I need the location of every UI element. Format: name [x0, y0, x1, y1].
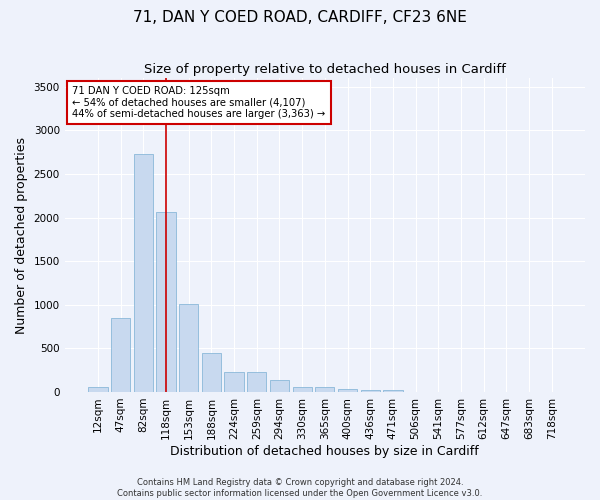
Bar — [270, 380, 289, 392]
Bar — [247, 372, 266, 392]
Bar — [157, 212, 176, 392]
Bar — [88, 386, 107, 392]
Bar — [202, 352, 221, 392]
Bar — [383, 390, 403, 392]
Bar — [224, 372, 244, 392]
X-axis label: Distribution of detached houses by size in Cardiff: Distribution of detached houses by size … — [170, 444, 479, 458]
Bar — [134, 154, 153, 392]
Bar — [338, 390, 357, 392]
Title: Size of property relative to detached houses in Cardiff: Size of property relative to detached ho… — [144, 62, 506, 76]
Bar — [293, 386, 312, 392]
Text: 71 DAN Y COED ROAD: 125sqm
← 54% of detached houses are smaller (4,107)
44% of s: 71 DAN Y COED ROAD: 125sqm ← 54% of deta… — [73, 86, 326, 119]
Text: 71, DAN Y COED ROAD, CARDIFF, CF23 6NE: 71, DAN Y COED ROAD, CARDIFF, CF23 6NE — [133, 10, 467, 25]
Bar — [179, 304, 199, 392]
Bar — [111, 318, 130, 392]
Text: Contains HM Land Registry data © Crown copyright and database right 2024.
Contai: Contains HM Land Registry data © Crown c… — [118, 478, 482, 498]
Bar — [361, 390, 380, 392]
Y-axis label: Number of detached properties: Number of detached properties — [15, 136, 28, 334]
Bar — [315, 387, 334, 392]
